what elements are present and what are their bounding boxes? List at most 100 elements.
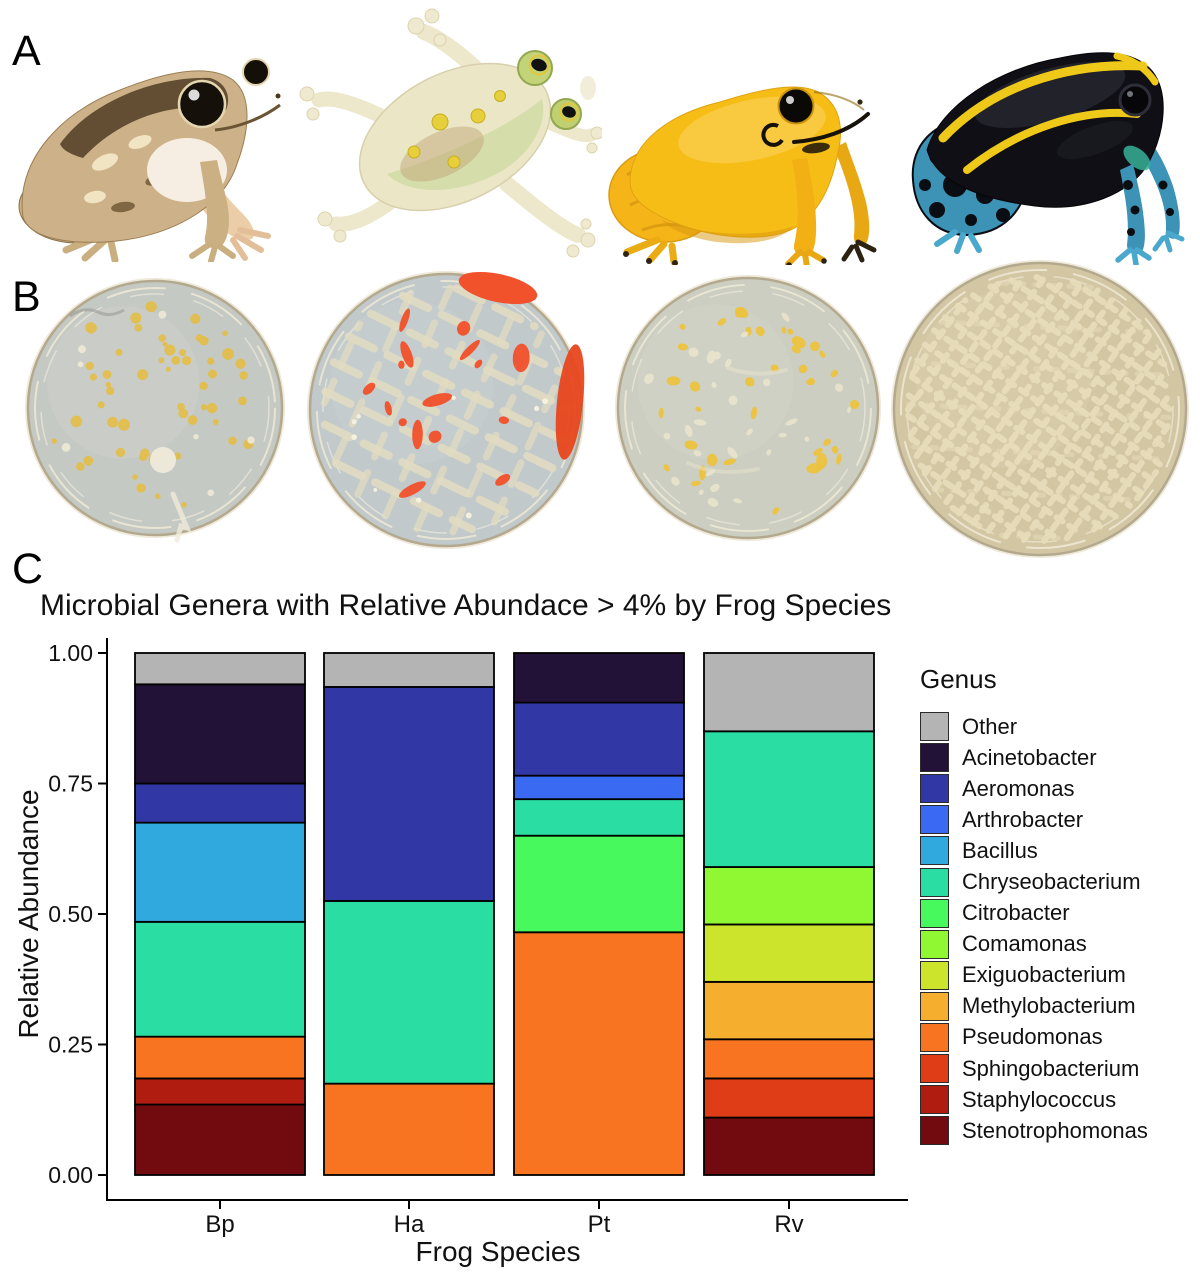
legend: Genus Other Acinetobacter Aeromonas Arthrob… bbox=[920, 664, 1148, 1146]
legend-label: Staphylococcus bbox=[962, 1086, 1117, 1112]
legend-item: Staphylococcus bbox=[920, 1084, 1148, 1115]
legend-label: Pseudomonas bbox=[962, 1024, 1103, 1050]
legend-swatch bbox=[920, 805, 949, 835]
panel-label-c: C bbox=[12, 545, 44, 593]
bar-segment-rv-pseudomonas bbox=[703, 1038, 875, 1080]
bar-segment-pt-aeromonas bbox=[513, 701, 685, 777]
legend-item: Stenotrophomonas bbox=[920, 1115, 1148, 1146]
legend-swatch bbox=[920, 774, 949, 804]
frog-photo-1-treefrog bbox=[18, 58, 281, 262]
bar-segment-rv-stenotrophomonas bbox=[703, 1116, 875, 1176]
legend-item: Arthrobacter bbox=[920, 804, 1148, 835]
golden-frog-illustration bbox=[608, 86, 877, 265]
x-tick-label: Rv bbox=[774, 1211, 803, 1238]
legend-swatch bbox=[920, 991, 949, 1021]
legend-swatch bbox=[920, 929, 949, 959]
bar-segment-bp-chryseobacterium bbox=[134, 920, 306, 1038]
y-tick-label: 0.50 bbox=[48, 901, 93, 927]
y-tick-label: 0.75 bbox=[48, 771, 93, 797]
bar-segment-rv-comamonas bbox=[703, 866, 875, 926]
bar-segment-bp-staphylococcus bbox=[134, 1077, 306, 1106]
petri-dish-photo-2 bbox=[307, 271, 585, 549]
frog-photo-2-glassfrog bbox=[299, 8, 602, 258]
legend-item: Comamonas bbox=[920, 929, 1148, 960]
x-tick-label: Ha bbox=[394, 1211, 425, 1238]
legend-label: Acinetobacter bbox=[962, 744, 1097, 770]
legend-label: Exiguobacterium bbox=[962, 962, 1126, 988]
legend-items: Other Acinetobacter Aeromonas Arthrobacter B… bbox=[920, 711, 1148, 1146]
legend-swatch bbox=[920, 712, 949, 742]
y-tick-label: 1.00 bbox=[48, 640, 93, 666]
y-tick-label: 0.00 bbox=[48, 1162, 93, 1188]
legend-label: Chryseobacterium bbox=[962, 869, 1141, 895]
legend-item: Methylobacterium bbox=[920, 991, 1148, 1022]
legend-swatch bbox=[920, 1054, 949, 1084]
legend-title: Genus bbox=[920, 664, 997, 694]
bar-segment-bp-pseudomonas bbox=[134, 1035, 306, 1080]
bar-segment-bp-acinetobacter bbox=[134, 683, 306, 785]
legend-item: Exiguobacterium bbox=[920, 960, 1148, 991]
bar-segment-rv-methylobacterium bbox=[703, 980, 875, 1041]
x-tick-label: Pt bbox=[588, 1211, 611, 1238]
glassfrog-illustration bbox=[299, 8, 602, 258]
legend-label: Bacillus bbox=[962, 837, 1038, 863]
y-tick-label: 0.25 bbox=[48, 1032, 93, 1058]
panel-label-a: A bbox=[12, 27, 41, 75]
bar-segment-bp-bacillus bbox=[134, 821, 306, 923]
legend-label: Aeromonas bbox=[962, 775, 1075, 801]
legend-label: Citrobacter bbox=[962, 900, 1070, 926]
bar-segment-rv-sphingobacterium bbox=[703, 1077, 875, 1119]
legend-item: Pseudomonas bbox=[920, 1022, 1148, 1053]
legend-item: Other bbox=[920, 711, 1148, 742]
bar-segment-bp-other bbox=[134, 652, 306, 686]
bar-segment-pt-acinetobacter bbox=[513, 652, 685, 704]
bar-segment-rv-other bbox=[703, 652, 875, 733]
frog-photo-3-golden-poison-frog bbox=[608, 86, 877, 265]
legend-label: Sphingobacterium bbox=[962, 1055, 1140, 1081]
legend-swatch bbox=[920, 1085, 949, 1115]
legend-item: Sphingobacterium bbox=[920, 1053, 1148, 1084]
bar-segment-ha-aeromonas bbox=[323, 686, 495, 902]
legend-label: Methylobacterium bbox=[962, 993, 1136, 1019]
legend-swatch bbox=[920, 867, 949, 897]
legend-item: Bacillus bbox=[920, 835, 1148, 866]
legend-swatch bbox=[920, 1116, 949, 1146]
legend-item: Chryseobacterium bbox=[920, 866, 1148, 897]
bar-segment-pt-pseudomonas bbox=[513, 931, 685, 1176]
legend-label: Arthrobacter bbox=[962, 806, 1084, 832]
petri-dish-photo-4 bbox=[891, 260, 1189, 558]
legend-swatch bbox=[920, 898, 949, 928]
bar-segment-rv-chryseobacterium bbox=[703, 730, 875, 868]
legend-label: Comamonas bbox=[962, 931, 1087, 957]
bar-segment-ha-chryseobacterium bbox=[323, 900, 495, 1085]
legend-swatch bbox=[920, 836, 949, 866]
chart-title: Microbial Genera with Relative Abundace … bbox=[40, 589, 892, 622]
x-axis-label: Frog Species bbox=[415, 1236, 581, 1267]
ranitomeya-illustration bbox=[911, 52, 1185, 265]
legend-item: Aeromonas bbox=[920, 773, 1148, 804]
petri-dish-photo-1 bbox=[25, 278, 285, 543]
bar-segment-bp-aeromonas bbox=[134, 782, 306, 824]
x-tick-label: Bp bbox=[205, 1211, 234, 1238]
bar-segment-rv-exiguobacterium bbox=[703, 923, 875, 983]
bar-segment-pt-arthrobacter bbox=[513, 774, 685, 801]
treefrog-illustration bbox=[18, 58, 281, 262]
petri-dish-photo-3 bbox=[615, 275, 881, 541]
frog-photo-4-ranitomeya bbox=[911, 52, 1185, 265]
legend-label: Other bbox=[962, 713, 1018, 739]
legend-swatch bbox=[920, 960, 949, 990]
legend-label: Stenotrophomonas bbox=[962, 1117, 1148, 1143]
bar-segment-ha-pseudomonas bbox=[323, 1082, 495, 1176]
legend-swatch bbox=[920, 743, 949, 773]
legend-item: Acinetobacter bbox=[920, 742, 1148, 773]
bar-segment-pt-citrobacter bbox=[513, 834, 685, 934]
bar-segment-bp-stenotrophomonas bbox=[134, 1103, 306, 1176]
legend-item: Citrobacter bbox=[920, 898, 1148, 929]
bar-segment-pt-chryseobacterium bbox=[513, 798, 685, 837]
legend-swatch bbox=[920, 1022, 949, 1052]
bar-segment-ha-other bbox=[323, 652, 495, 688]
panel-label-b: B bbox=[12, 273, 41, 321]
